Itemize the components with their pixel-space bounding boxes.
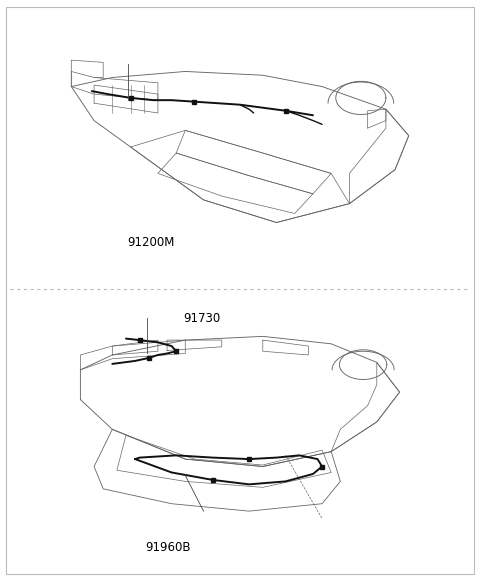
Text: 91200M: 91200M — [128, 236, 175, 249]
Text: 91960B: 91960B — [145, 541, 191, 554]
Text: 91730: 91730 — [183, 312, 220, 325]
